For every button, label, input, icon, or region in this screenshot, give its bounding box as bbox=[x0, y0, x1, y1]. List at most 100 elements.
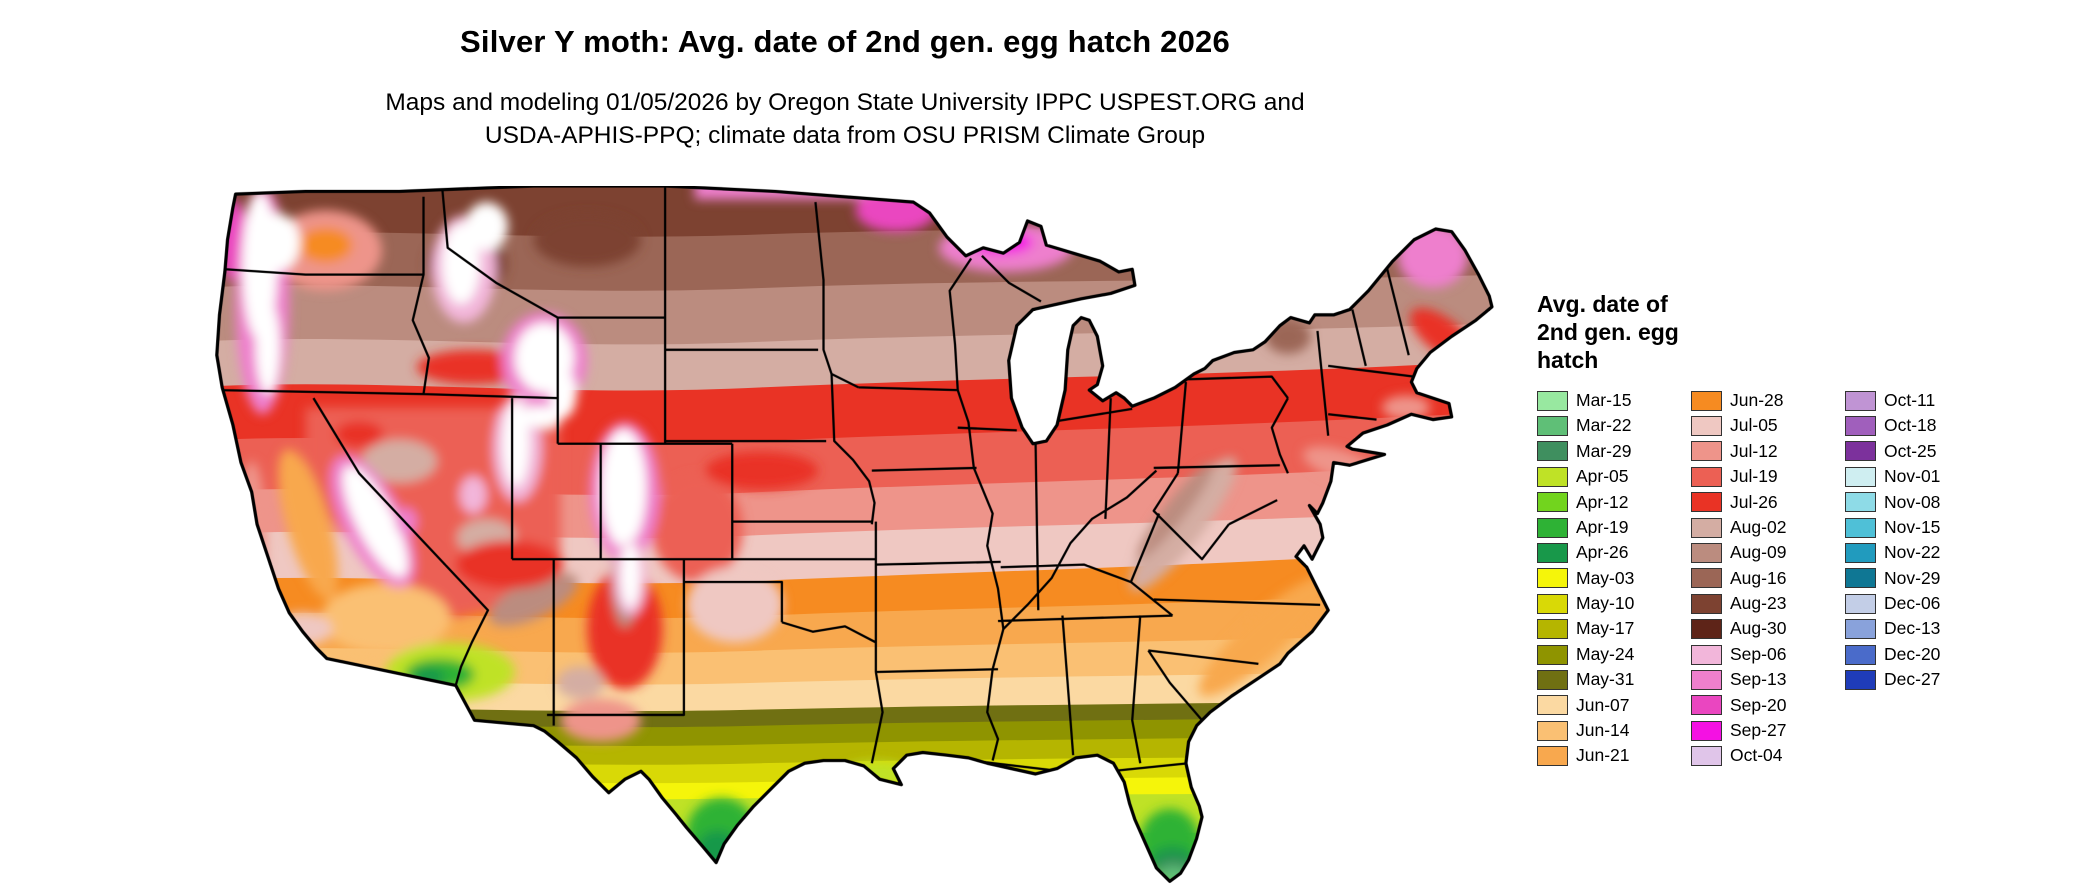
legend-swatch bbox=[1537, 695, 1568, 716]
state-borders bbox=[216, 186, 1415, 776]
terrain-blob-white bbox=[251, 212, 301, 272]
legend-label: May-31 bbox=[1576, 669, 1635, 690]
terrain-blob bbox=[278, 449, 338, 600]
terrain-blob-white bbox=[520, 406, 564, 428]
band-May-24 bbox=[216, 714, 1492, 882]
legend-item: Jun-07 bbox=[1537, 693, 1691, 718]
terrain-blob bbox=[705, 451, 819, 490]
legend-item: Apr-05 bbox=[1537, 464, 1691, 489]
terrain-blob bbox=[1397, 223, 1468, 289]
terrain-blob bbox=[298, 227, 353, 263]
legend-item: Dec-13 bbox=[1845, 617, 1999, 642]
legend-swatch bbox=[1691, 441, 1722, 462]
legend-item: Apr-26 bbox=[1537, 540, 1691, 565]
page-subtitle: Maps and modeling 01/05/2026 by Oregon S… bbox=[0, 86, 1690, 152]
legend-label: Jul-19 bbox=[1730, 466, 1778, 487]
legend-item: Jul-26 bbox=[1691, 490, 1845, 515]
legend-label: Jun-21 bbox=[1576, 745, 1630, 766]
legend-label: Jun-07 bbox=[1576, 694, 1630, 715]
legend-swatch bbox=[1537, 593, 1568, 614]
legend-swatch bbox=[1845, 416, 1876, 437]
legend-label: Jul-12 bbox=[1730, 440, 1778, 461]
legend-label: Sep-13 bbox=[1730, 669, 1787, 690]
legend-label: Sep-27 bbox=[1730, 720, 1787, 741]
terrain-blob-white bbox=[342, 465, 408, 578]
legend-label: Mar-15 bbox=[1576, 389, 1632, 410]
legend-swatch bbox=[1537, 746, 1568, 767]
legend-label: Apr-05 bbox=[1576, 466, 1629, 487]
legend-label: Aug-09 bbox=[1730, 542, 1787, 563]
us-map bbox=[198, 186, 1500, 884]
legend-label: Apr-12 bbox=[1576, 491, 1629, 512]
legend-item: Oct-11 bbox=[1845, 388, 1999, 413]
legend-item: May-03 bbox=[1537, 566, 1691, 591]
legend-swatch bbox=[1537, 492, 1568, 513]
terrain-blob bbox=[416, 349, 530, 385]
terrain-blob bbox=[686, 567, 784, 643]
legend-label: Dec-27 bbox=[1884, 669, 1941, 690]
legend-item: Jul-19 bbox=[1691, 464, 1845, 489]
legend-item: Jun-21 bbox=[1537, 743, 1691, 768]
legend-label: Oct-11 bbox=[1884, 389, 1936, 410]
legend-item: Oct-25 bbox=[1845, 439, 1999, 464]
terrain-blob-white bbox=[549, 369, 577, 419]
terrain-blob-white bbox=[442, 223, 480, 305]
legend-swatch bbox=[1691, 492, 1722, 513]
legend-label: Dec-20 bbox=[1884, 643, 1941, 664]
band-May-03 bbox=[216, 773, 1492, 882]
legend-swatch bbox=[1537, 416, 1568, 437]
legend-title: Avg. date of 2nd gen. egg hatch bbox=[1537, 290, 2057, 374]
legend-item: Mar-22 bbox=[1537, 413, 1691, 438]
terrain-blob bbox=[489, 572, 579, 627]
legend-item: Aug-09 bbox=[1691, 540, 1845, 565]
legend-label: Jun-28 bbox=[1730, 389, 1784, 410]
legend-item: Sep-27 bbox=[1691, 718, 1845, 743]
legend-label: Aug-23 bbox=[1730, 593, 1787, 614]
legend-item: Sep-06 bbox=[1691, 642, 1845, 667]
legend-title-line-2: 2nd gen. egg bbox=[1537, 319, 1679, 345]
legend-item: Aug-02 bbox=[1691, 515, 1845, 540]
legend-item: May-31 bbox=[1537, 667, 1691, 692]
legend-item: Jul-12 bbox=[1691, 439, 1845, 464]
legend-item: Nov-08 bbox=[1845, 490, 1999, 515]
terrain-blob bbox=[321, 583, 451, 654]
us-map-svg bbox=[215, 186, 1494, 883]
legend-label: May-24 bbox=[1576, 643, 1635, 664]
subtitle-line-2: USDA-APHIS-PPQ; climate data from OSU PR… bbox=[484, 122, 1206, 149]
legend-item: Mar-29 bbox=[1537, 439, 1691, 464]
legend-item: Jul-05 bbox=[1691, 413, 1845, 438]
legend-label: May-10 bbox=[1576, 593, 1635, 614]
legend-swatch bbox=[1537, 669, 1568, 690]
legend-swatch bbox=[1845, 644, 1876, 665]
legend-swatch bbox=[1691, 695, 1722, 716]
legend-label: Jul-05 bbox=[1730, 415, 1778, 436]
legend-label: Jun-14 bbox=[1576, 720, 1630, 741]
legend-columns: Mar-15 Mar-22 Mar-29 Apr-05 Apr-12 Apr-19 Apr-… bbox=[1537, 388, 2057, 769]
legend-item: Oct-18 bbox=[1845, 413, 1999, 438]
terrain-blob bbox=[459, 475, 487, 514]
legend-title-line-3: hatch bbox=[1537, 347, 1599, 373]
legend-swatch bbox=[1845, 492, 1876, 513]
legend-label: Nov-01 bbox=[1884, 466, 1941, 487]
terrain-blob bbox=[1198, 575, 1332, 697]
legend-swatch bbox=[1691, 517, 1722, 538]
legend-item: Nov-01 bbox=[1845, 464, 1999, 489]
legend-label: May-17 bbox=[1576, 618, 1635, 639]
legend-swatch bbox=[1845, 669, 1876, 690]
band-May-17 bbox=[216, 733, 1492, 882]
legend-item: Jun-28 bbox=[1691, 388, 1845, 413]
legend-item: May-24 bbox=[1537, 642, 1691, 667]
legend-swatch bbox=[1537, 619, 1568, 640]
band-Apr-12 bbox=[216, 832, 1492, 882]
terrain-blob bbox=[651, 474, 743, 582]
legend-item: Apr-12 bbox=[1537, 490, 1691, 515]
legend-swatch bbox=[1691, 416, 1722, 437]
legend-item: Sep-13 bbox=[1691, 667, 1845, 692]
legend-swatch bbox=[1537, 390, 1568, 411]
legend-label: Dec-13 bbox=[1884, 618, 1941, 639]
legend-swatch bbox=[1537, 568, 1568, 589]
legend-item: Aug-16 bbox=[1691, 566, 1845, 591]
legend-label: Aug-02 bbox=[1730, 516, 1787, 537]
legend-column-3: Oct-11 Oct-18 Oct-25 Nov-01 Nov-08 Nov-15 Nov-… bbox=[1845, 388, 1999, 769]
legend-label: Aug-30 bbox=[1730, 618, 1787, 639]
